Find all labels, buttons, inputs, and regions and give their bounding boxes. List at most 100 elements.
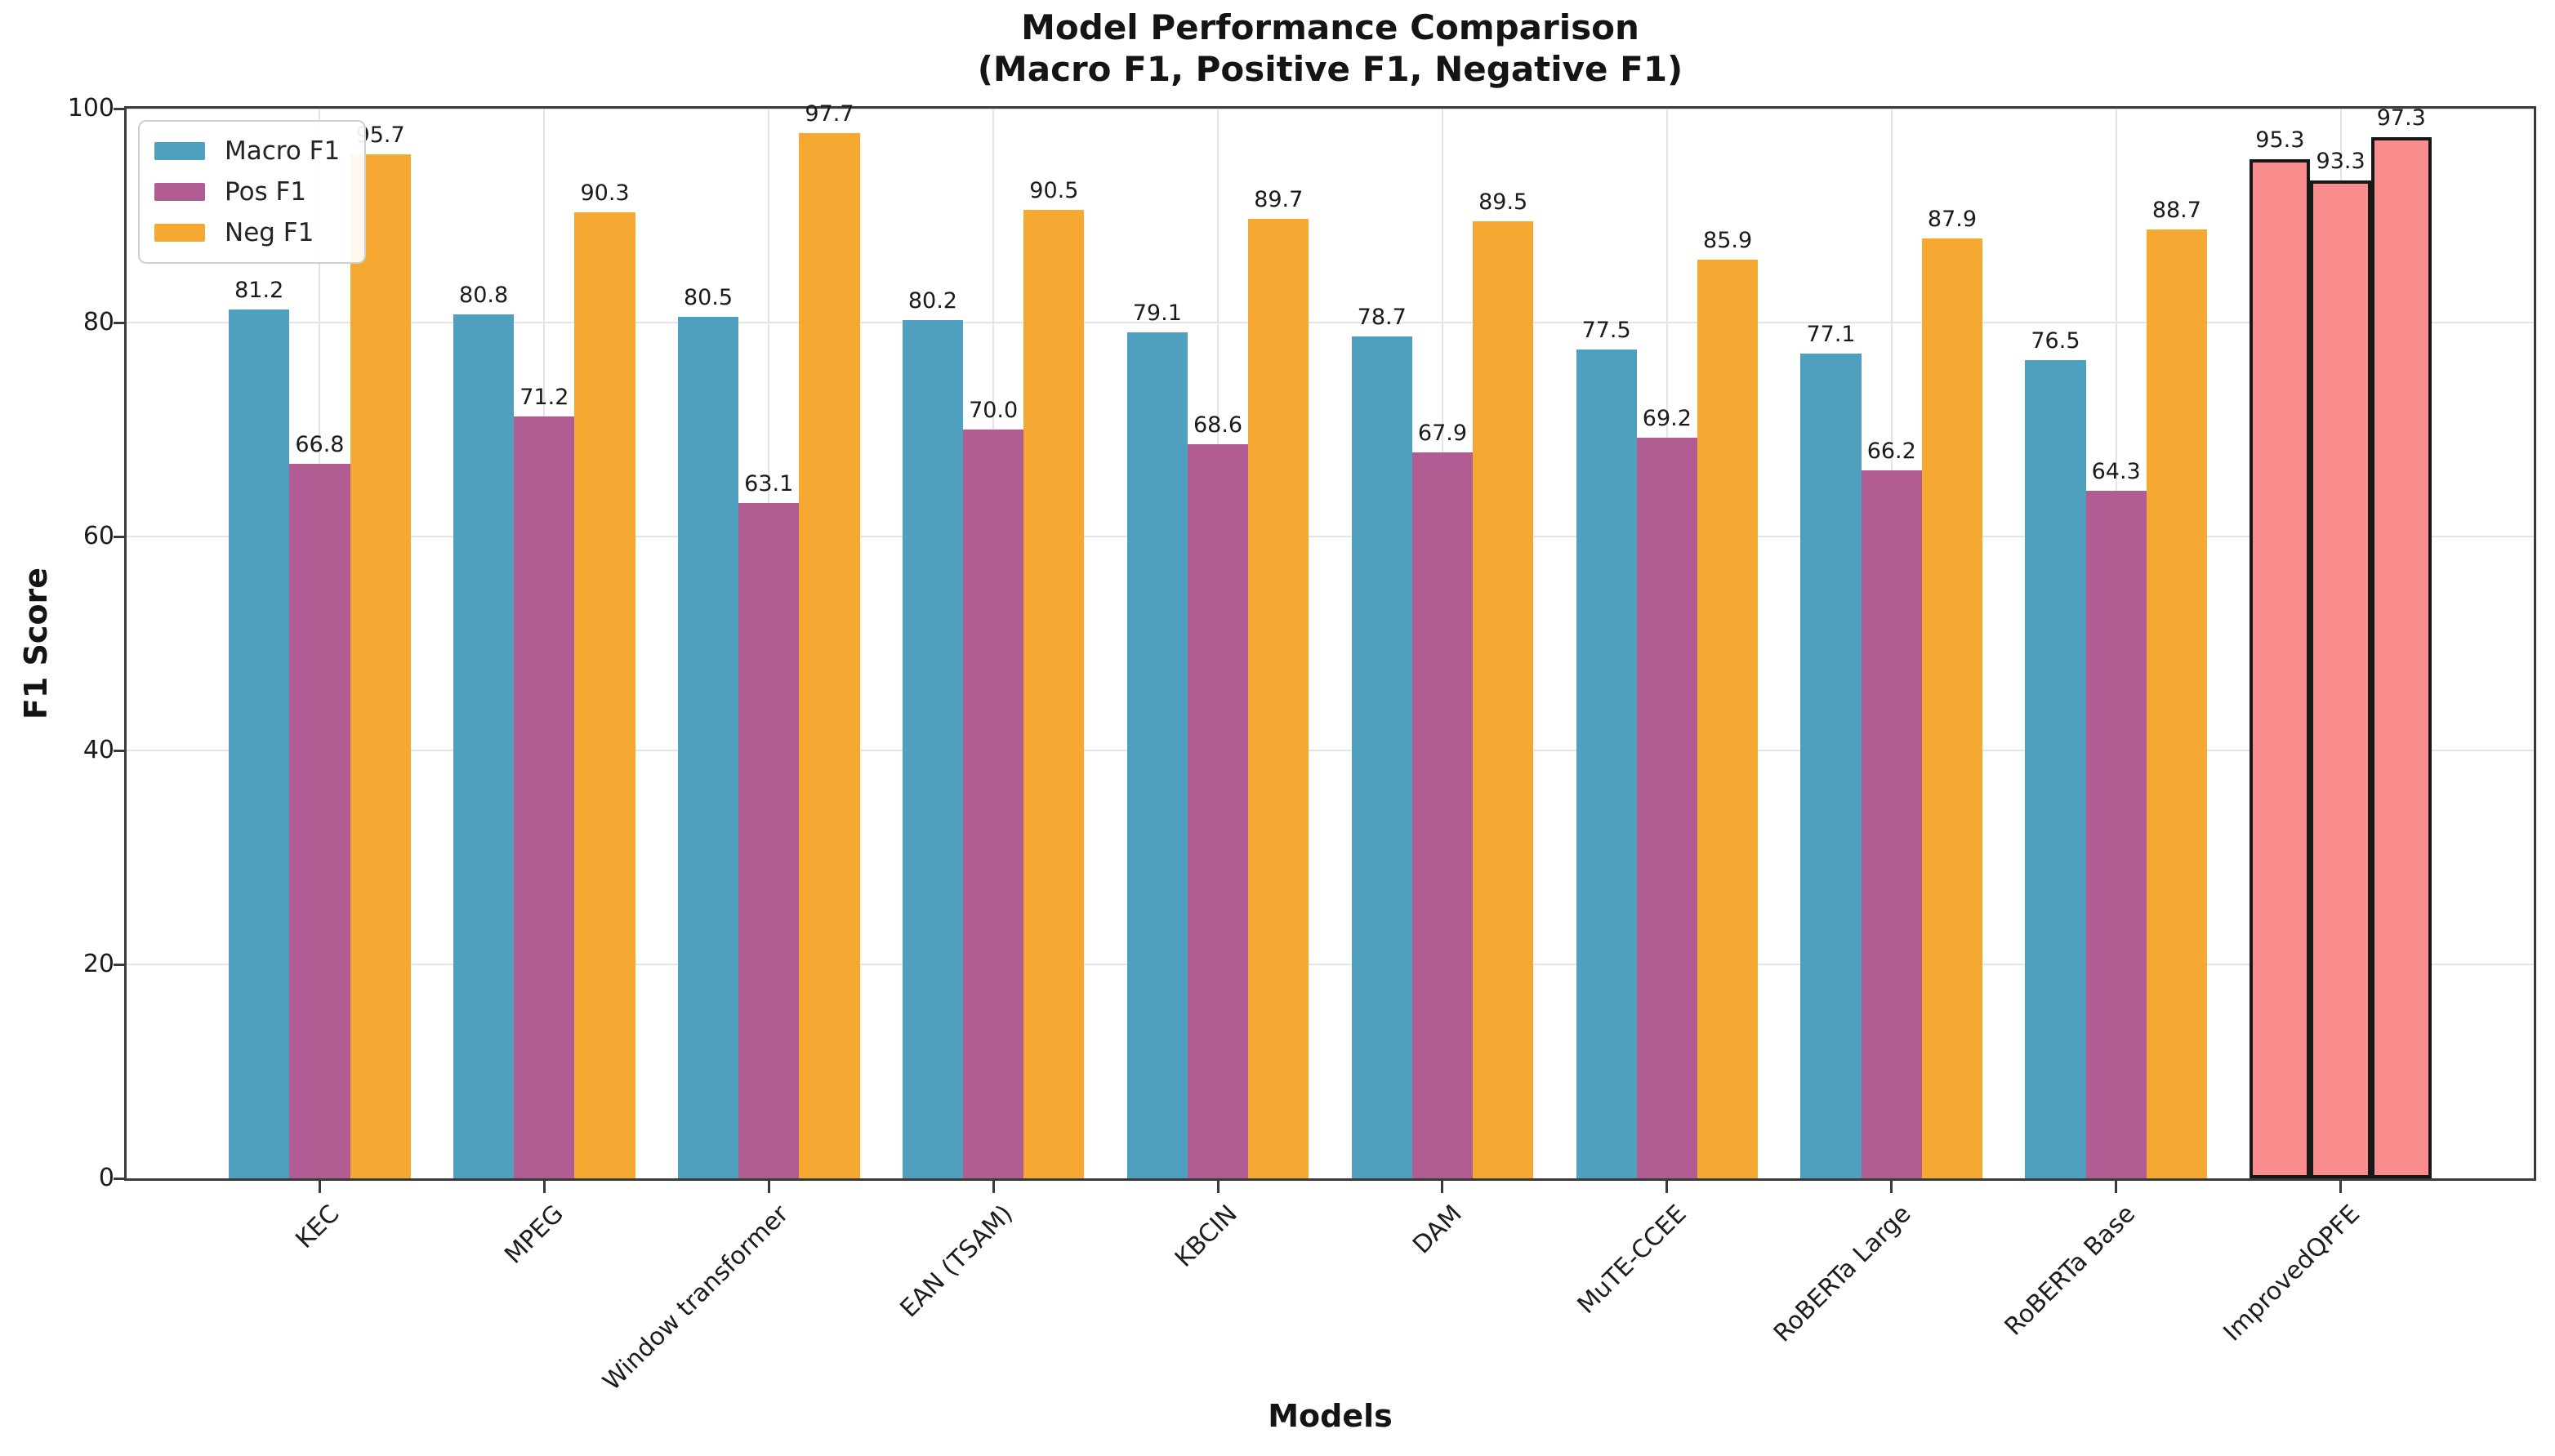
ytick-mark-20 — [114, 963, 127, 966]
legend: Macro F1 Pos F1 Neg F1 — [138, 120, 367, 264]
gridline-h-100 — [127, 108, 2534, 109]
xtick-mark-roberta-base — [2115, 1181, 2118, 1193]
xtick-mark-improvedqpfe — [2339, 1181, 2343, 1193]
value-label-pos-f1-roberta-base: 64.3 — [2091, 458, 2141, 484]
xtick-label-window-transformer: Window transformer — [597, 1200, 794, 1396]
value-label-pos-f1-ean-tsam: 70.0 — [969, 398, 1019, 423]
value-label-pos-f1-kec: 66.8 — [295, 431, 345, 457]
ytick-mark-100 — [114, 107, 127, 110]
value-label-macro-f1-ean-tsam: 80.2 — [907, 288, 957, 314]
value-label-neg-f1-mute-ccee: 85.9 — [1703, 227, 1753, 253]
ytick-mark-0 — [114, 1177, 127, 1180]
value-label-neg-f1-roberta-base: 88.7 — [2151, 198, 2201, 224]
legend-item-pos-f1: Pos F1 — [154, 177, 340, 207]
ytick-label-60: 60 — [82, 522, 114, 550]
xtick-mark-kbcin — [1216, 1181, 1220, 1193]
xtick-label-roberta-large: RoBERTa Large — [1768, 1200, 1917, 1348]
bar-pos-f1-kbcin — [1187, 444, 1249, 1178]
xtick-mark-mute-ccee — [1665, 1181, 1669, 1193]
xtick-mark-ean-tsam — [992, 1181, 995, 1193]
xtick-label-roberta-base: RoBERTa Base — [1999, 1200, 2142, 1342]
bar-pos-f1-improvedqpfe — [2310, 180, 2371, 1178]
bar-macro-f1-kec — [229, 309, 290, 1178]
xtick-label-ean-tsam: EAN (TSAM) — [894, 1200, 1019, 1324]
xtick-label-kbcin: KBCIN — [1169, 1200, 1243, 1273]
bar-pos-f1-ean-tsam — [963, 430, 1024, 1178]
value-label-neg-f1-ean-tsam: 90.5 — [1029, 178, 1079, 204]
ytick-label-100: 100 — [67, 94, 114, 122]
value-label-pos-f1-kbcin: 68.6 — [1193, 412, 1243, 439]
ytick-mark-80 — [114, 321, 127, 324]
legend-item-neg-f1: Neg F1 — [154, 218, 340, 247]
bar-macro-f1-dam — [1351, 336, 1412, 1178]
xtick-mark-roberta-large — [1890, 1181, 1893, 1193]
legend-label-pos-f1: Pos F1 — [225, 177, 307, 207]
value-label-neg-f1-roberta-large: 87.9 — [1927, 206, 1978, 232]
value-label-neg-f1-mpeg: 90.3 — [580, 180, 630, 207]
bar-neg-f1-kec — [350, 154, 411, 1178]
xtick-mark-mpeg — [542, 1181, 546, 1193]
bar-neg-f1-roberta-base — [2146, 229, 2207, 1178]
value-label-pos-f1-window-transformer: 63.1 — [744, 471, 794, 497]
gridline-h-40 — [127, 750, 2534, 751]
bar-pos-f1-roberta-base — [2085, 490, 2147, 1178]
ytick-mark-60 — [114, 535, 127, 538]
legend-label-macro-f1: Macro F1 — [225, 136, 341, 166]
ytick-label-20: 20 — [82, 950, 114, 978]
xtick-label-mute-ccee: MuTE-CCEE — [1572, 1200, 1692, 1320]
value-label-macro-f1-kbcin: 79.1 — [1132, 300, 1182, 326]
legend-swatch-pos-f1 — [154, 183, 205, 201]
bar-macro-f1-kbcin — [1126, 332, 1188, 1178]
value-label-macro-f1-mute-ccee: 77.5 — [1581, 317, 1631, 343]
value-label-macro-f1-dam: 78.7 — [1357, 305, 1407, 331]
plot-area: 81.2 80.8 80.5 80.2 79.1 78.7 77.5 77.1 76.5 95.3… — [127, 101, 2534, 1178]
ytick-label-80: 80 — [82, 308, 114, 336]
ytick-label-0: 0 — [98, 1164, 114, 1192]
value-label-macro-f1-mpeg: 80.8 — [459, 282, 509, 308]
xtick-mark-dam — [1441, 1181, 1444, 1193]
value-label-pos-f1-mute-ccee: 69.2 — [1642, 406, 1692, 432]
xtick-label-mpeg: MPEG — [499, 1200, 570, 1270]
xtick-label-improvedqpfe: ImprovedQPFE — [2218, 1200, 2366, 1347]
bar-neg-f1-ean-tsam — [1023, 210, 1085, 1178]
legend-item-macro-f1: Macro F1 — [154, 136, 340, 166]
y-axis-label: F1 Score — [18, 567, 54, 720]
bar-neg-f1-improvedqpfe — [2370, 137, 2432, 1178]
ytick-label-40: 40 — [82, 736, 114, 764]
xtick-label-dam: DAM — [1407, 1200, 1468, 1260]
bar-macro-f1-improvedqpfe — [2250, 158, 2311, 1178]
bar-neg-f1-mute-ccee — [1697, 259, 1759, 1178]
chart-title: Model Performance Comparison (Macro F1, … — [127, 7, 2534, 90]
bar-neg-f1-mpeg — [574, 212, 635, 1178]
bar-macro-f1-mute-ccee — [1576, 349, 1637, 1178]
bar-macro-f1-roberta-base — [2025, 359, 2086, 1178]
value-label-pos-f1-dam: 67.9 — [1417, 420, 1468, 446]
bar-neg-f1-dam — [1473, 220, 1534, 1178]
bar-macro-f1-mpeg — [453, 314, 515, 1178]
value-label-pos-f1-improvedqpfe: 93.3 — [2316, 148, 2365, 174]
value-label-neg-f1-improvedqpfe: 97.3 — [2376, 105, 2426, 131]
bar-pos-f1-window-transformer — [738, 503, 800, 1178]
legend-label-neg-f1: Neg F1 — [225, 218, 314, 247]
bar-pos-f1-mute-ccee — [1636, 438, 1697, 1178]
xtick-mark-kec — [318, 1181, 321, 1193]
x-axis-label: Models — [1268, 1398, 1393, 1434]
value-label-neg-f1-kbcin: 89.7 — [1254, 186, 1304, 212]
value-label-macro-f1-improvedqpfe: 95.3 — [2255, 127, 2305, 153]
bar-pos-f1-kec — [289, 463, 350, 1178]
bar-pos-f1-dam — [1411, 452, 1474, 1178]
xtick-mark-window-transformer — [767, 1181, 770, 1193]
xtick-label-kec: KEC — [290, 1200, 346, 1254]
value-label-neg-f1-dam: 89.5 — [1478, 189, 1528, 215]
value-label-macro-f1-kec: 81.2 — [234, 278, 284, 304]
value-label-pos-f1-mpeg: 71.2 — [519, 385, 569, 411]
gridline-h-20 — [127, 964, 2534, 965]
legend-swatch-macro-f1 — [154, 142, 205, 160]
ytick-mark-40 — [114, 749, 127, 752]
bar-neg-f1-kbcin — [1248, 218, 1309, 1178]
bar-pos-f1-roberta-large — [1861, 470, 1922, 1178]
value-label-neg-f1-window-transformer: 97.7 — [805, 101, 854, 127]
value-label-pos-f1-roberta-large: 66.2 — [1866, 438, 1916, 464]
gridline-h-80 — [127, 322, 2534, 323]
